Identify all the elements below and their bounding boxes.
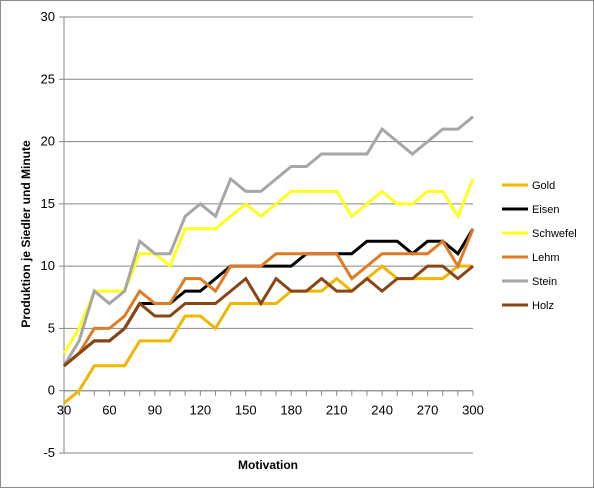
legend-label: Schwefel — [532, 228, 577, 240]
y-axis-title: Produktion je Siedler und Minute — [19, 140, 33, 328]
y-tick-label: -5 — [43, 445, 55, 460]
y-tick-label: 5 — [48, 320, 55, 335]
x-tick-label: 30 — [57, 403, 71, 418]
y-tick-label: 20 — [41, 134, 55, 149]
axes — [63, 17, 473, 453]
legend-label: Holz — [532, 300, 554, 312]
series-line-holz — [63, 264, 474, 367]
y-tick-label: 10 — [41, 258, 55, 273]
series-line-eisen — [63, 228, 475, 367]
legend-label: Lehm — [532, 252, 560, 264]
y-tick-label: 30 — [41, 9, 55, 24]
legend: Gold Eisen Schwefel Lehm Stein Holz — [502, 180, 577, 312]
series-line-lehm — [63, 228, 475, 367]
x-tick-label: 120 — [189, 403, 211, 418]
y-axis-ticks: -5 0 5 10 15 20 25 30 — [41, 9, 64, 460]
x-tick-label: 150 — [235, 403, 257, 418]
x-tick-label: 270 — [417, 403, 439, 418]
y-tick-label: 25 — [41, 71, 55, 86]
gridlines — [64, 16, 473, 454]
series-lines — [62, 115, 475, 405]
x-tick-label: 180 — [280, 403, 302, 418]
y-tick-label: 15 — [41, 196, 55, 211]
x-tick-label: 300 — [462, 403, 484, 418]
legend-label: Gold — [532, 180, 555, 192]
series-line-schwefel — [62, 178, 475, 355]
x-tick-label: 240 — [371, 403, 393, 418]
x-axis-title: Motivation — [238, 458, 298, 472]
x-tick-label: 60 — [102, 403, 116, 418]
x-tick-label: 90 — [148, 403, 162, 418]
legend-label: Eisen — [532, 204, 560, 216]
x-tick-label: 210 — [326, 403, 348, 418]
y-tick-label: 0 — [48, 383, 55, 398]
legend-label: Stein — [532, 276, 557, 288]
x-axis-ticks: 30 60 90 120 150 180 210 240 270 300 — [57, 390, 484, 418]
series-line-stein — [62, 115, 474, 367]
